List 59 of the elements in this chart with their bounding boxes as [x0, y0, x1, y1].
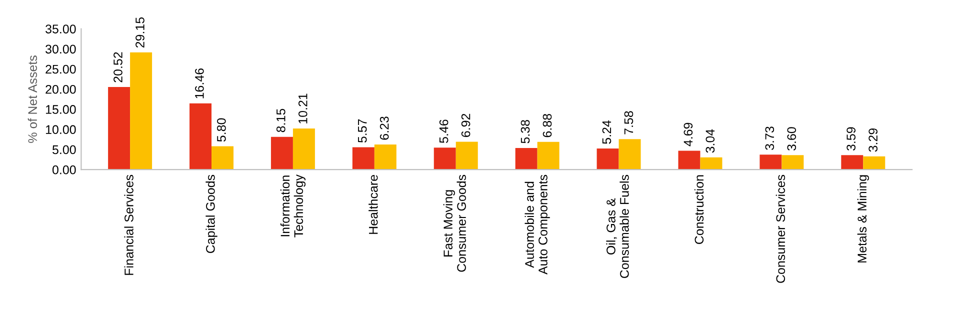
data-label: 6.92 — [461, 114, 470, 137]
x-tick-label: Construction — [694, 175, 704, 244]
x-tick-label: Information Technology — [280, 174, 306, 238]
data-label: 29.15 — [136, 17, 144, 48]
data-label: 3.73 — [765, 126, 774, 150]
bar — [760, 154, 782, 170]
data-label: 10.21 — [298, 94, 308, 124]
data-label: 5.80 — [217, 118, 226, 142]
bar — [108, 87, 130, 170]
y-tick-label: 30.00 — [46, 44, 76, 54]
x-tick-label: Fast Moving Consumer Goods — [443, 174, 466, 272]
x-tick-label: Metals & Mining — [857, 175, 869, 262]
x-tick-label: Financial Services — [124, 174, 134, 275]
data-label: 3.60 — [787, 127, 796, 150]
bar — [212, 146, 234, 170]
data-label: 3.04 — [706, 129, 715, 153]
data-label: 7.58 — [624, 111, 634, 134]
bar — [863, 156, 886, 170]
x-tick-label: Oil, Gas & Consumable Fuels — [606, 174, 629, 278]
data-label: 20.52 — [114, 52, 122, 82]
bar — [130, 52, 152, 170]
bar — [618, 139, 641, 170]
y-tick-label: 15.00 — [46, 105, 76, 114]
bar — [841, 155, 864, 170]
bar — [782, 155, 804, 170]
data-label: 6.23 — [380, 116, 389, 140]
bar — [270, 136, 293, 170]
data-label: 5.24 — [602, 120, 612, 144]
y-tick-label: 5.00 — [52, 145, 76, 154]
bar — [678, 150, 700, 170]
y-tick-label: 25.00 — [46, 64, 76, 74]
bar — [537, 142, 560, 170]
bar — [434, 148, 456, 170]
bar — [596, 148, 619, 170]
y-axis-title: % of Net Assets — [28, 56, 38, 143]
data-label: 3.59 — [846, 127, 856, 151]
bar — [515, 148, 538, 170]
bar — [374, 144, 396, 170]
x-tick-label: Capital Goods — [206, 174, 218, 254]
y-tick-label: 0.00 — [52, 165, 76, 174]
bar — [700, 157, 722, 170]
data-label: 6.88 — [542, 114, 552, 138]
data-label: 5.46 — [439, 120, 448, 143]
bar — [292, 128, 315, 170]
y-tick-label: 20.00 — [46, 84, 76, 94]
data-label: 3.29 — [868, 128, 878, 152]
data-label: 8.15 — [276, 108, 286, 132]
bar — [190, 103, 212, 170]
y-tick-label: 35.00 — [46, 24, 76, 34]
x-tick-label: Healthcare — [368, 175, 378, 234]
bar — [456, 142, 478, 170]
bar — [352, 147, 374, 170]
data-label: 5.38 — [520, 120, 530, 144]
y-tick-label: 10.00 — [46, 125, 76, 134]
data-label: 4.69 — [684, 122, 693, 146]
data-label: 16.46 — [195, 68, 204, 98]
data-label: 5.57 — [358, 119, 367, 143]
x-tick-label: Consumer Services — [776, 174, 786, 283]
x-tick-label: Automobile and Auto Components — [524, 174, 550, 274]
